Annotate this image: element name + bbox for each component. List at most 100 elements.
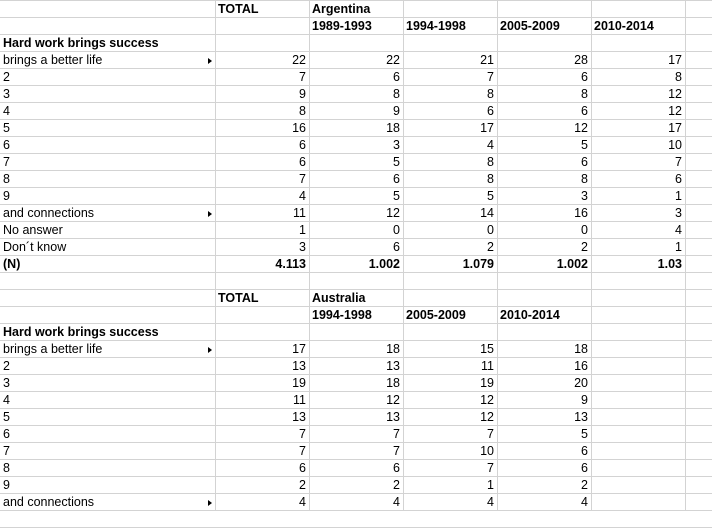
value-cell[interactable]: 7 [487, 70, 494, 84]
value-cell[interactable]: 6 [581, 70, 588, 84]
value-cell[interactable]: 1.002 [368, 257, 400, 271]
value-cell[interactable]: 6 [393, 172, 400, 186]
value-cell[interactable]: 5 [393, 155, 400, 169]
value-cell[interactable]: 22 [292, 53, 306, 67]
value-cell[interactable]: 6 [675, 172, 682, 186]
value-cell[interactable]: 4 [487, 138, 494, 152]
value-cell[interactable]: 7 [393, 427, 400, 441]
question-title[interactable]: Hard work brings success [3, 325, 159, 339]
value-cell[interactable]: 19 [292, 376, 306, 390]
row-label[interactable]: 9 [3, 478, 10, 492]
value-cell[interactable]: 4 [581, 495, 588, 509]
value-cell[interactable]: 6 [581, 444, 588, 458]
value-cell[interactable]: 13 [574, 410, 588, 424]
value-cell[interactable]: 17 [480, 121, 494, 135]
value-cell[interactable]: 2 [393, 478, 400, 492]
row-label[interactable]: Don´t know [3, 240, 67, 254]
value-cell[interactable]: 0 [581, 223, 588, 237]
value-cell[interactable]: 6 [299, 155, 306, 169]
value-cell[interactable]: 20 [574, 376, 588, 390]
value-cell[interactable]: 5 [581, 427, 588, 441]
value-cell[interactable]: 3 [299, 240, 306, 254]
expand-arrow-icon[interactable] [208, 211, 212, 217]
value-cell[interactable]: 1.079 [462, 257, 494, 271]
value-cell[interactable]: 8 [581, 172, 588, 186]
value-cell[interactable]: 19 [480, 376, 494, 390]
value-cell[interactable]: 8 [675, 70, 682, 84]
value-cell[interactable]: 6 [581, 461, 588, 475]
value-cell[interactable]: 16 [574, 206, 588, 220]
value-cell[interactable]: 12 [668, 87, 682, 101]
value-cell[interactable]: 15 [480, 342, 494, 356]
value-cell[interactable]: 22 [386, 53, 400, 67]
period-header[interactable]: 1989-1993 [312, 19, 372, 33]
value-cell[interactable]: 7 [393, 444, 400, 458]
value-cell[interactable]: 18 [386, 376, 400, 390]
value-cell[interactable]: 12 [386, 206, 400, 220]
value-cell[interactable]: 8 [393, 87, 400, 101]
value-cell[interactable]: 13 [386, 359, 400, 373]
value-cell[interactable]: 12 [574, 121, 588, 135]
period-header[interactable]: 2005-2009 [406, 308, 466, 322]
row-label[interactable]: 2 [3, 359, 10, 373]
question-title[interactable]: Hard work brings success [3, 36, 159, 50]
value-cell[interactable]: 0 [487, 223, 494, 237]
value-cell[interactable]: 9 [299, 87, 306, 101]
row-label[interactable]: No answer [3, 223, 63, 237]
row-label[interactable]: brings a better life [3, 342, 103, 356]
value-cell[interactable]: 8 [487, 172, 494, 186]
row-label[interactable]: 9 [3, 189, 10, 203]
value-cell[interactable]: 1 [675, 189, 682, 203]
value-cell[interactable]: 18 [574, 342, 588, 356]
value-cell[interactable]: 0 [393, 223, 400, 237]
value-cell[interactable]: 16 [574, 359, 588, 373]
expand-arrow-icon[interactable] [208, 347, 212, 353]
row-label[interactable]: 8 [3, 172, 10, 186]
value-cell[interactable]: 6 [393, 240, 400, 254]
row-label[interactable]: 3 [3, 87, 10, 101]
row-label[interactable]: and connections [3, 206, 95, 220]
value-cell[interactable]: 11 [293, 393, 306, 407]
value-cell[interactable]: 1.002 [556, 257, 588, 271]
value-cell[interactable]: 8 [581, 87, 588, 101]
value-cell[interactable]: 4 [487, 495, 494, 509]
value-cell[interactable]: 12 [668, 104, 682, 118]
value-cell[interactable]: 3 [581, 189, 588, 203]
value-cell[interactable]: 17 [668, 53, 682, 67]
value-cell[interactable]: 9 [581, 393, 588, 407]
value-cell[interactable]: 12 [386, 393, 400, 407]
value-cell[interactable]: 6 [299, 138, 306, 152]
value-cell[interactable]: 28 [574, 53, 588, 67]
value-cell[interactable]: 12 [480, 393, 494, 407]
row-label[interactable]: brings a better life [3, 53, 103, 67]
value-cell[interactable]: 13 [386, 410, 400, 424]
row-label[interactable]: 3 [3, 376, 10, 390]
row-label[interactable]: 6 [3, 427, 10, 441]
value-cell[interactable]: 7 [299, 427, 306, 441]
value-cell[interactable]: 10 [480, 444, 494, 458]
value-cell[interactable]: 17 [292, 342, 306, 356]
value-cell[interactable]: 6 [487, 104, 494, 118]
value-cell[interactable]: 4.113 [275, 257, 306, 271]
value-cell[interactable]: 17 [668, 121, 682, 135]
value-cell[interactable]: 7 [487, 461, 494, 475]
period-header[interactable]: 2005-2009 [500, 19, 560, 33]
row-label[interactable]: 8 [3, 461, 10, 475]
value-cell[interactable]: 7 [675, 155, 682, 169]
row-label[interactable]: 7 [3, 444, 10, 458]
value-cell[interactable]: 16 [292, 121, 306, 135]
value-cell[interactable]: 13 [292, 359, 306, 373]
value-cell[interactable]: 1.03 [657, 257, 682, 271]
value-cell[interactable]: 1 [299, 223, 306, 237]
period-header[interactable]: 2010-2014 [594, 19, 654, 33]
value-cell[interactable]: 7 [299, 444, 306, 458]
value-cell[interactable]: 6 [393, 461, 400, 475]
country-header[interactable]: Australia [312, 291, 366, 305]
row-label[interactable]: 6 [3, 138, 10, 152]
value-cell[interactable]: 11 [481, 359, 494, 373]
value-cell[interactable]: 6 [393, 70, 400, 84]
row-label[interactable]: 5 [3, 410, 10, 424]
value-cell[interactable]: 2 [487, 240, 494, 254]
value-cell[interactable]: 6 [299, 461, 306, 475]
value-cell[interactable]: 5 [581, 138, 588, 152]
